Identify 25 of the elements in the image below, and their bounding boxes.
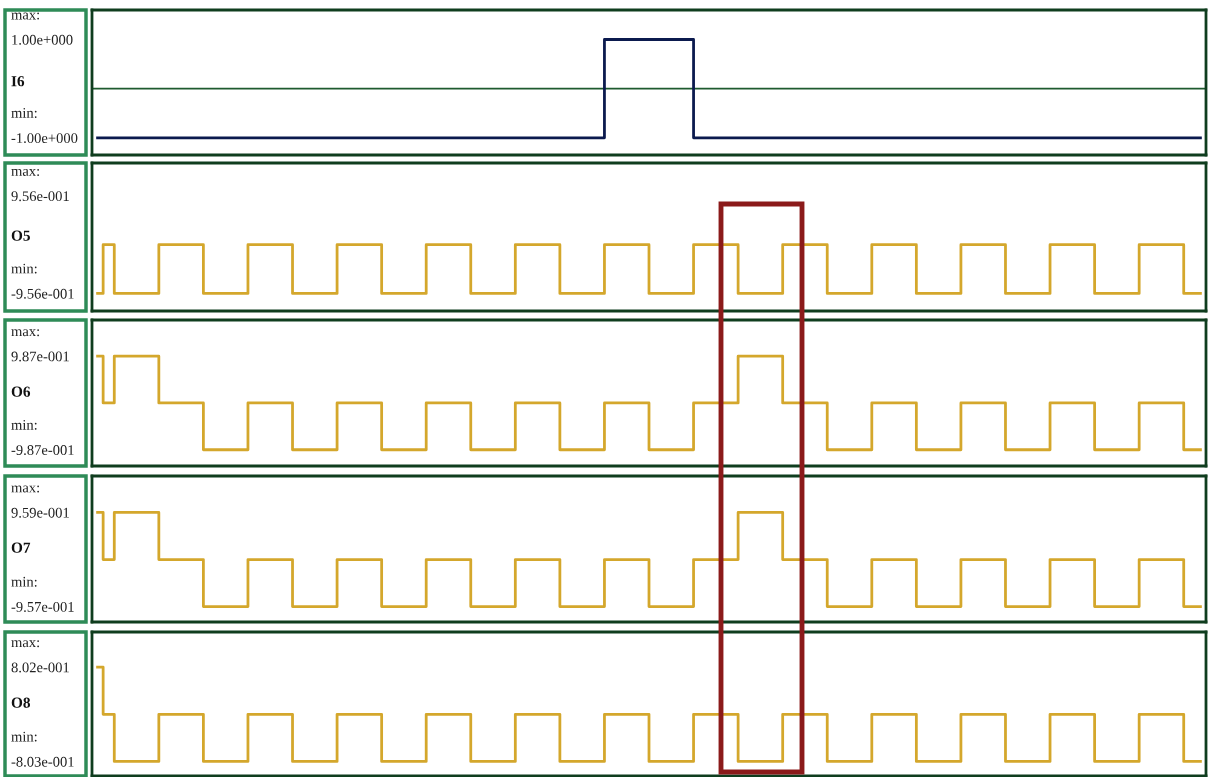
y-tick-label: -9.87e-001 [11, 445, 74, 456]
y-tick-label: -1.00e+000 [11, 133, 78, 144]
y-tick-label: 8.02e-001 [11, 662, 69, 673]
text: min: [11, 731, 37, 742]
text: O7 [11, 542, 31, 553]
text: O5 [11, 230, 30, 241]
text: I6 [11, 76, 25, 87]
text: O6 [11, 386, 31, 397]
text: min: [11, 108, 37, 118]
text: max: [11, 168, 39, 176]
text: max: [11, 485, 39, 493]
text: max: [11, 329, 39, 337]
text: min: [11, 576, 37, 587]
text: min: [11, 419, 37, 430]
text: min: [11, 263, 37, 274]
y-tick-label: -8.03e-001 [11, 756, 74, 767]
y-tick-label: -9.56e-001 [11, 288, 74, 299]
text: max: [11, 640, 39, 648]
text: max: [11, 12, 39, 20]
text: O8 [11, 697, 31, 708]
y-tick-label: -9.57e-001 [11, 601, 74, 612]
y-tick-label: 1.00e+000 [12, 34, 73, 45]
y-tick-label: 9.87e-001 [11, 351, 69, 362]
y-tick-label: 9.59e-001 [11, 507, 69, 518]
y-tick-label: 9.56e-001 [11, 191, 69, 202]
